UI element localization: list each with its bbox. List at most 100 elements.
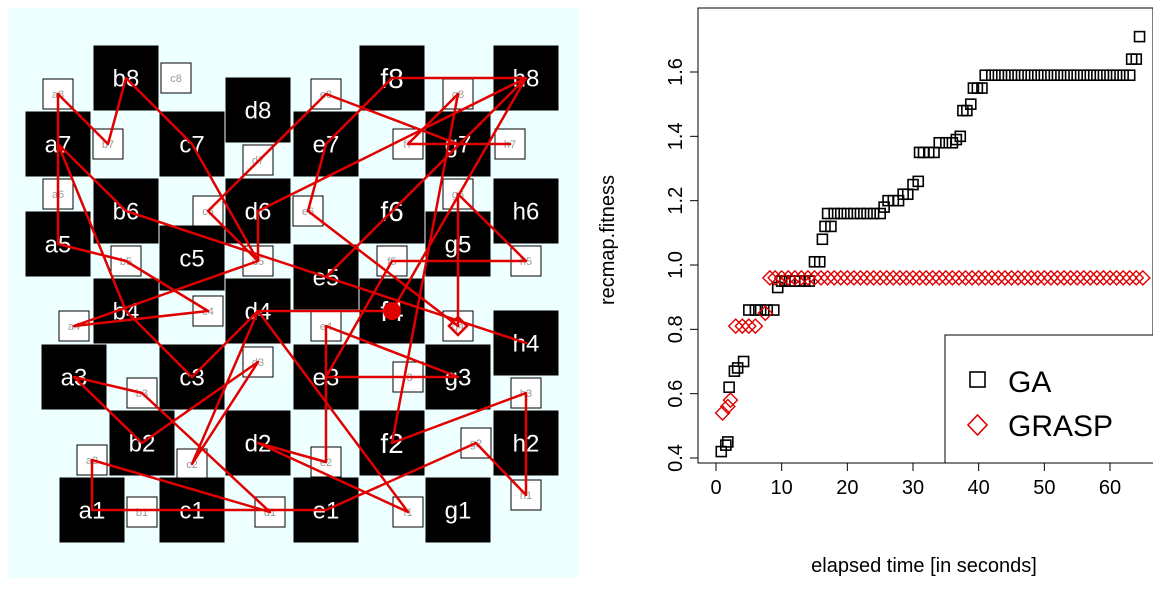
ga-point bbox=[867, 207, 880, 220]
legend-grasp-marker bbox=[966, 413, 989, 437]
map-cell-box bbox=[160, 62, 192, 94]
ga-point bbox=[821, 207, 834, 220]
grasp-point bbox=[727, 318, 744, 335]
grasp-point bbox=[813, 269, 830, 286]
ga-point bbox=[976, 82, 988, 94]
grasp-point bbox=[1121, 269, 1138, 286]
grasp-point bbox=[839, 269, 856, 286]
grasp-point bbox=[1056, 269, 1073, 286]
grasp-point bbox=[1010, 269, 1027, 286]
grasp-point bbox=[905, 269, 921, 286]
map-cell-label: g1 bbox=[445, 498, 472, 525]
grasp-point bbox=[1003, 269, 1020, 286]
ga-point bbox=[1110, 69, 1123, 82]
ga-point bbox=[1133, 30, 1146, 43]
grasp-point bbox=[1128, 269, 1145, 286]
grasp-point bbox=[918, 269, 935, 286]
grasp-point bbox=[990, 269, 1007, 286]
x-axis-label: elapsed time [in seconds] bbox=[811, 555, 1037, 577]
ga-point bbox=[1012, 69, 1024, 82]
x-tick-label: 50 bbox=[1033, 477, 1055, 499]
map-cell-box bbox=[126, 496, 158, 528]
x-tick-label: 20 bbox=[836, 477, 858, 499]
grasp-point bbox=[773, 269, 790, 286]
grasp-point bbox=[747, 318, 764, 335]
ga-point bbox=[731, 362, 744, 374]
plot-frame bbox=[697, 7, 1153, 464]
map-cell-box bbox=[493, 178, 559, 244]
map-path-end bbox=[447, 315, 469, 337]
grasp-point bbox=[1029, 269, 1046, 286]
ga-point bbox=[1025, 69, 1037, 82]
grasp-point bbox=[852, 269, 869, 286]
grasp-point bbox=[1102, 269, 1118, 286]
map-cell-box bbox=[242, 346, 274, 378]
ga-point bbox=[933, 136, 946, 149]
ga-point bbox=[979, 69, 992, 82]
map-path-start bbox=[383, 302, 401, 320]
chart-points bbox=[714, 30, 1151, 458]
grasp-point bbox=[740, 318, 757, 335]
ga-point bbox=[854, 207, 867, 220]
map-path-line bbox=[56, 76, 528, 514]
grasp-point bbox=[872, 269, 889, 286]
ga-point bbox=[1104, 69, 1116, 82]
ga-point bbox=[1018, 69, 1031, 82]
map-cell-box bbox=[225, 77, 291, 143]
grasp-point bbox=[1049, 269, 1066, 286]
map-cell-d8: d8 bbox=[225, 77, 291, 143]
grasp-point bbox=[865, 269, 882, 286]
ga-point bbox=[819, 220, 831, 233]
grasp-point bbox=[799, 269, 816, 286]
grasp-point bbox=[1115, 269, 1132, 286]
ga-point bbox=[946, 136, 959, 149]
grasp-point bbox=[780, 269, 797, 286]
ga-point bbox=[828, 207, 841, 220]
grasp-point bbox=[722, 392, 739, 409]
ga-point bbox=[964, 98, 977, 110]
grasp-point bbox=[1095, 269, 1112, 286]
grasp-point bbox=[898, 269, 915, 286]
y-tick-label: 0.8 bbox=[665, 315, 687, 343]
grasp-point bbox=[1042, 269, 1059, 286]
ga-point bbox=[1077, 69, 1090, 82]
grasp-point bbox=[1088, 269, 1105, 286]
ga-point bbox=[985, 69, 998, 82]
ga-point bbox=[1091, 69, 1103, 82]
grasp-point bbox=[806, 269, 823, 286]
map-cell-b1: b1 bbox=[126, 496, 158, 528]
grasp-point bbox=[1069, 269, 1086, 286]
ga-point bbox=[861, 207, 873, 220]
y-tick-label: 1.2 bbox=[665, 187, 687, 215]
ga-point bbox=[816, 233, 829, 246]
y-tick-label: 0.6 bbox=[665, 380, 687, 408]
grasp-point bbox=[1075, 269, 1092, 286]
grasp-point bbox=[977, 269, 994, 286]
ga-point bbox=[737, 355, 750, 368]
ga-point bbox=[723, 381, 735, 394]
ga-point bbox=[761, 304, 774, 316]
grasp-point bbox=[1016, 269, 1033, 286]
grasp-point bbox=[970, 269, 987, 286]
map-path bbox=[56, 76, 528, 514]
ga-point bbox=[825, 220, 837, 233]
ga-point bbox=[1123, 69, 1136, 82]
ga-point bbox=[728, 365, 741, 377]
ga-point bbox=[1038, 69, 1051, 82]
map-cell-label: c5 bbox=[179, 246, 204, 273]
map-cell-c8: c8 bbox=[160, 62, 192, 94]
ga-point bbox=[1045, 69, 1057, 82]
grasp-point bbox=[924, 269, 941, 286]
grasp-point bbox=[1023, 269, 1040, 286]
ga-point bbox=[1071, 69, 1083, 82]
ga-point bbox=[1130, 53, 1143, 65]
grasp-point bbox=[819, 269, 836, 286]
legend: GA GRASP bbox=[944, 334, 1153, 464]
ga-point bbox=[961, 104, 973, 117]
map-cell-label: d8 bbox=[245, 98, 272, 125]
ga-point bbox=[743, 304, 755, 316]
y-axis-label: recmap.fitness bbox=[597, 175, 619, 305]
x-tick-label: 0 bbox=[710, 477, 721, 499]
